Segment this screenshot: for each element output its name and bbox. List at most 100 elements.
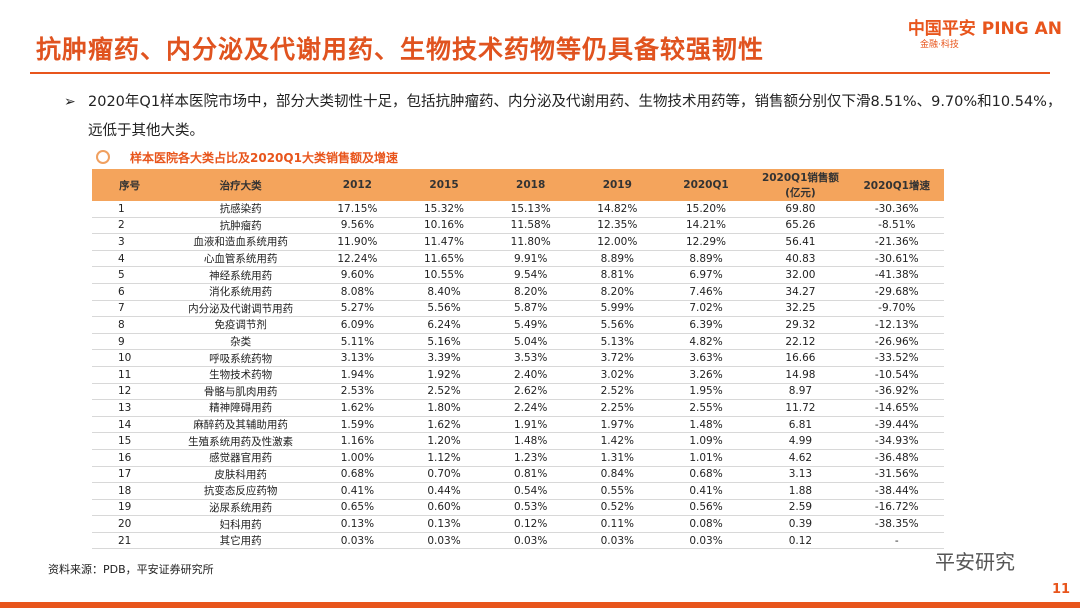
table-cell: 9 bbox=[92, 333, 168, 351]
table-row: 17 皮肤科用药 0.68% 0.70% 0.81% 0.84% 0.68% 3.13 -31.… bbox=[92, 466, 944, 484]
table-cell: 3.63% bbox=[660, 349, 752, 367]
table-cell: 抗肿瘤药 bbox=[167, 217, 315, 235]
table-cell: 21 bbox=[92, 532, 168, 550]
table-row: 8 免疫调节剂 6.09% 6.24% 5.49% 5.56% 6.39% 29.32 -12.… bbox=[92, 316, 944, 334]
table-row: 14 麻醉药及其辅助用药 1.59% 1.62% 1.91% 1.97% 1.48% 6.81… bbox=[92, 416, 944, 434]
table-row: 16 感觉器官用药 1.00% 1.12% 1.23% 1.31% 1.01% 4.62 -36… bbox=[92, 449, 944, 467]
table-cell: 1.48% bbox=[487, 432, 574, 450]
table-cell: 11.58% bbox=[487, 217, 574, 235]
table-cell: 0.70% bbox=[400, 466, 488, 484]
page-number: 11 bbox=[1052, 582, 1071, 597]
table-cell: 精神障碍用药 bbox=[167, 399, 315, 417]
data-table: 序号 治疗大类 2012 2015 2018 2019 2020Q1 2020Q1销售额(亿元… bbox=[92, 169, 944, 550]
header-row: 序号 治疗大类 2012 2015 2018 2019 2020Q1 2020Q1销售额(亿元… bbox=[92, 169, 944, 201]
table-cell: -16.72% bbox=[849, 499, 944, 517]
table-cell: 内分泌及代谢调节用药 bbox=[167, 300, 315, 318]
table-cell: 0.03% bbox=[487, 532, 574, 550]
table-row: 20 妇科用药 0.13% 0.13% 0.12% 0.11% 0.08% 0.39 -38.3… bbox=[92, 515, 944, 533]
table-cell: 9.54% bbox=[487, 266, 574, 284]
table-cell: 3.39% bbox=[400, 349, 488, 367]
source: 资料来源：PDB，平安证券研究所 bbox=[48, 563, 214, 576]
table-cell: 6.97% bbox=[660, 266, 752, 284]
table-cell: 1.62% bbox=[400, 416, 488, 434]
table-title: 样本医院各大类占比及2020Q1大类销售额及增速 bbox=[130, 151, 398, 165]
table-cell: 8.89% bbox=[660, 250, 752, 268]
table-cell: 14.21% bbox=[660, 217, 752, 235]
table-cell: 1.31% bbox=[573, 449, 661, 467]
table-cell: -14.65% bbox=[849, 399, 944, 417]
table-cell: 10.16% bbox=[400, 217, 488, 235]
table-cell: 8.08% bbox=[314, 283, 401, 301]
table-cell: 15.13% bbox=[487, 201, 574, 218]
table-cell: 抗感染药 bbox=[167, 201, 315, 218]
table-cell: 6.09% bbox=[314, 316, 401, 334]
table-row: 21 其它用药 0.03% 0.03% 0.03% 0.03% 0.03% 0.12- bbox=[92, 532, 944, 550]
column-header: 2018 bbox=[487, 169, 574, 201]
table-row: 2 抗肿瘤药 9.56% 10.16% 11.58% 12.35% 14.21% 65.26-… bbox=[92, 217, 944, 235]
table-cell: 0.68% bbox=[314, 466, 401, 484]
table-cell: 呼吸系统药物 bbox=[167, 349, 315, 367]
table-cell: 3.13% bbox=[314, 349, 401, 367]
table-cell: 1.91% bbox=[487, 416, 574, 434]
table-cell: 0.65% bbox=[314, 499, 401, 517]
column-header: 2020Q1销售额(亿元) bbox=[751, 169, 850, 201]
table-cell: -12.13% bbox=[849, 316, 944, 334]
table-cell: 11.65% bbox=[400, 250, 488, 268]
table-cell: 4.99 bbox=[751, 432, 850, 450]
table-cell: 6 bbox=[92, 283, 168, 301]
table-row: 4 心血管系统用药 12.24% 11.65% 9.91% 8.89% 8.89% 40.83… bbox=[92, 250, 944, 268]
table-cell: 5.49% bbox=[487, 316, 574, 334]
table-cell: 0.54% bbox=[487, 482, 574, 500]
table-cell: 9.91% bbox=[487, 250, 574, 268]
table-cell: 0.68% bbox=[660, 466, 752, 484]
table-cell: 8.89% bbox=[573, 250, 661, 268]
table-cell: 7.02% bbox=[660, 300, 752, 318]
table-cell: -8.51% bbox=[849, 217, 944, 235]
table-cell: 皮肤科用药 bbox=[167, 466, 315, 484]
table-cell: 2.52% bbox=[573, 383, 661, 401]
table-cell: 1.20% bbox=[400, 432, 488, 450]
table-cell: 3 bbox=[92, 233, 168, 251]
table-cell: 6.24% bbox=[400, 316, 488, 334]
table-cell: 6.81 bbox=[751, 416, 850, 434]
table-cell: 5.56% bbox=[400, 300, 488, 318]
table-cell: 2 bbox=[92, 217, 168, 235]
title-rule bbox=[30, 72, 1050, 74]
table-cell: -29.68% bbox=[849, 283, 944, 301]
table-cell: 1.12% bbox=[400, 449, 488, 467]
table-cell: 生物技术药物 bbox=[167, 366, 315, 384]
table-cell: 7 bbox=[92, 300, 168, 318]
table-cell: -10.54% bbox=[849, 366, 944, 384]
table-cell: 0.55% bbox=[573, 482, 661, 500]
table-cell: 1.23% bbox=[487, 449, 574, 467]
table-cell: 1.01% bbox=[660, 449, 752, 467]
table-cell: 15.20% bbox=[660, 201, 752, 218]
table-cell: 0.41% bbox=[314, 482, 401, 500]
table-cell: 0.56% bbox=[660, 499, 752, 517]
table-cell: -38.35% bbox=[849, 515, 944, 533]
table-cell: 1 bbox=[92, 201, 168, 218]
table-cell: 0.12% bbox=[487, 515, 574, 533]
table-cell: 9.56% bbox=[314, 217, 401, 235]
table-cell: 34.27 bbox=[751, 283, 850, 301]
logo: 中国平安 PING AN bbox=[907, 19, 1062, 39]
table-cell: 56.41 bbox=[751, 233, 850, 251]
table-cell: 5.13% bbox=[573, 333, 661, 351]
table-cell: 2.53% bbox=[314, 383, 401, 401]
table-cell: 14.82% bbox=[573, 201, 661, 218]
table-cell: 17 bbox=[92, 466, 168, 484]
table-cell: 免疫调节剂 bbox=[167, 316, 315, 334]
table-row: 6 消化系统用药 8.08% 8.40% 8.20% 8.20% 7.46% 34.27 -29… bbox=[92, 283, 944, 301]
table-cell: 69.80 bbox=[751, 201, 850, 218]
table-cell: 40.83 bbox=[751, 250, 850, 268]
table-cell: 1.92% bbox=[400, 366, 488, 384]
table-cell: 0.52% bbox=[573, 499, 661, 517]
table-cell: 0.12 bbox=[751, 532, 850, 550]
table-cell: 11.90% bbox=[314, 233, 401, 251]
table-cell: 12.29% bbox=[660, 233, 752, 251]
table-cell: 9.60% bbox=[314, 266, 401, 284]
table-cell: 生殖系统用药及性激素 bbox=[167, 432, 315, 450]
table-row: 1 抗感染药 17.15% 15.32% 15.13% 14.82% 15.20% 69.80… bbox=[92, 201, 944, 218]
table-cell: 14 bbox=[92, 416, 168, 434]
